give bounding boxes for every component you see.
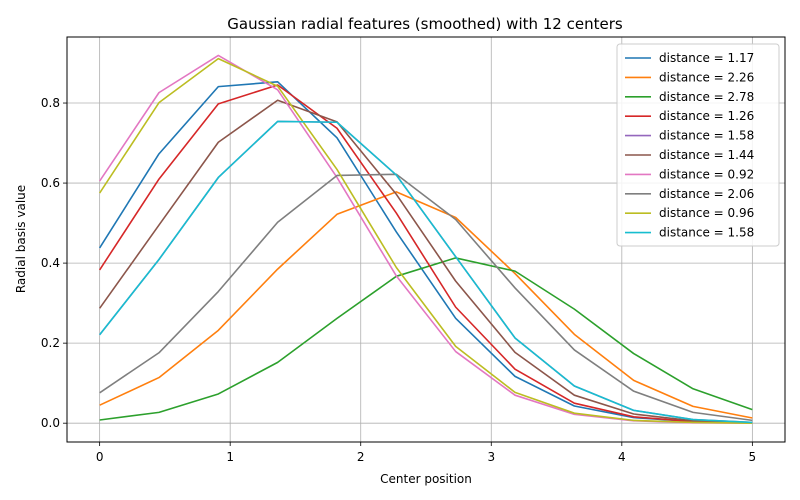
y-tick-label: 0.4 <box>41 256 60 270</box>
x-tick-label: 1 <box>226 450 234 464</box>
legend-entry-6: distance = 1.44 <box>659 148 754 162</box>
legend-entry-9: distance = 0.96 <box>659 206 754 220</box>
x-tick-label: 5 <box>749 450 757 464</box>
legend-entry-1: distance = 1.17 <box>659 51 754 65</box>
series-line-2 <box>99 191 753 419</box>
legend-entry-5: distance = 1.58 <box>659 129 754 143</box>
x-tick-label: 4 <box>618 450 626 464</box>
y-tick-label: 0.8 <box>41 96 60 110</box>
y-tick-label: 0.2 <box>41 336 60 350</box>
series-line-6 <box>98 99 753 424</box>
series-line-4 <box>98 84 753 424</box>
series-lines <box>98 54 753 424</box>
x-tick-label: 3 <box>487 450 495 464</box>
legend-entry-3: distance = 2.78 <box>659 90 754 104</box>
chart-title: Gaussian radial features (smoothed) with… <box>227 15 623 33</box>
legend: distance = 1.17 distance = 2.26 distance =… <box>616 43 780 247</box>
legend-entry-7: distance = 0.92 <box>659 167 754 181</box>
x-tick-label: 2 <box>357 450 365 464</box>
legend-box <box>616 43 780 247</box>
legend-entry-8: distance = 2.06 <box>659 187 754 201</box>
axis-ticks: 0 1 2 3 4 5 0.0 0.2 0.4 0.6 0.8 <box>41 96 756 464</box>
series-line-3 <box>99 257 753 421</box>
legend-entry-2: distance = 2.26 <box>659 70 754 84</box>
legend-entry-4: distance = 1.26 <box>659 109 754 123</box>
series-line-9 <box>98 57 753 424</box>
y-axis-label: Radial basis value <box>14 185 28 293</box>
legend-entry-10: distance = 1.58 <box>659 226 754 240</box>
x-axis-label: Center position <box>380 472 472 486</box>
plot-frame <box>66 36 786 443</box>
y-tick-label: 0.0 <box>41 416 60 430</box>
series-line-8 <box>99 173 753 422</box>
series-line-10 <box>99 120 753 424</box>
y-tick-label: 0.6 <box>41 176 60 190</box>
x-tick-label: 0 <box>96 450 104 464</box>
